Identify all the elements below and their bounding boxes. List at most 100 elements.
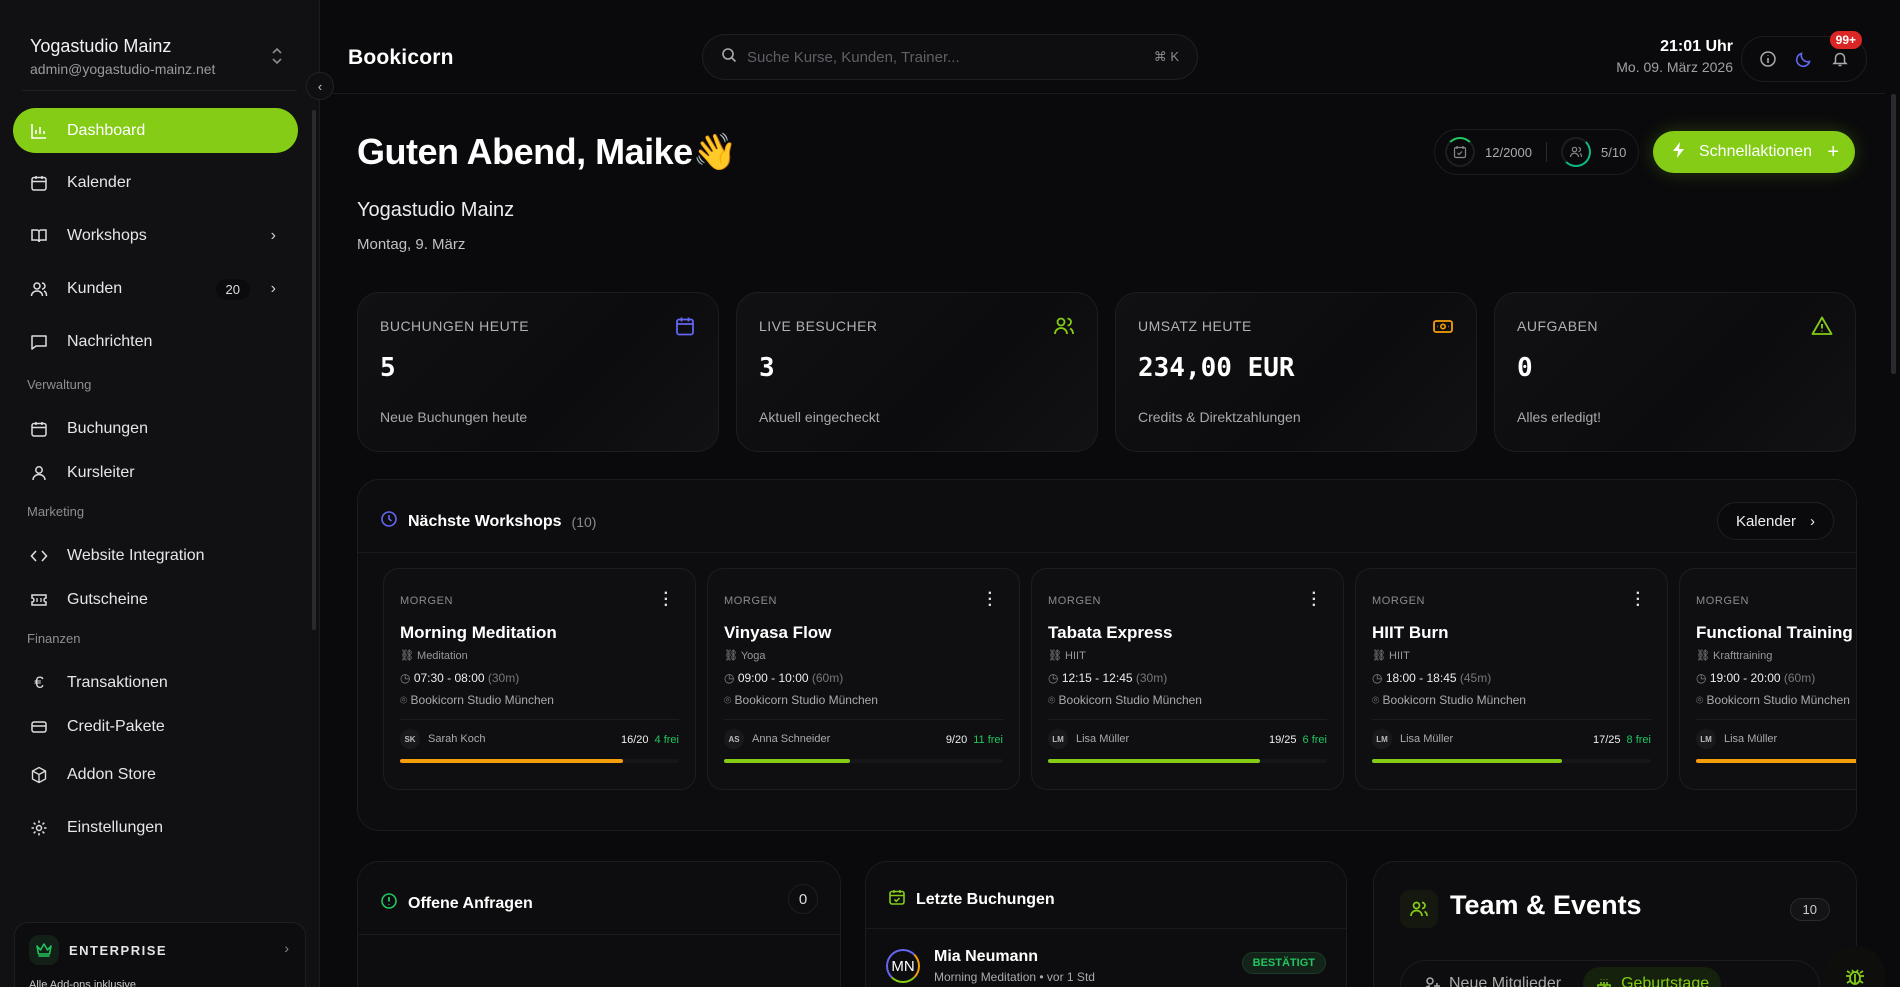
sidebar-item-einstellungen[interactable]: Einstellungen xyxy=(13,805,298,851)
section-finanzen: Finanzen xyxy=(27,631,81,646)
page-title: Guten Abend, Maike👋 xyxy=(357,131,738,173)
tab-neue-mitglieder[interactable]: Neue Mitglieder xyxy=(1411,967,1573,987)
workshop-time: ◷ 12:15 - 12:45 (30m) xyxy=(1048,671,1168,685)
more-options-icon[interactable]: · · · xyxy=(663,585,669,614)
sidebar-item-label: Kunden xyxy=(67,280,123,297)
wave-emoji: 👋 xyxy=(692,131,738,172)
sidebar-item-nachrichten[interactable]: Nachrichten xyxy=(13,319,298,365)
workshop-card[interactable]: MORGEN · · · Tabata Express ⛓ HIIT ◷ 12:15… xyxy=(1031,568,1344,790)
clock-icon xyxy=(380,510,398,533)
lightning-icon xyxy=(1671,141,1687,164)
request-count-badge: 0 xyxy=(788,884,818,914)
bell-icon[interactable] xyxy=(1831,50,1849,68)
sidebar-scrollbar[interactable] xyxy=(312,110,316,630)
enterprise-plan-card[interactable]: ENTERPRISE › Alle Add-ons inklusive xyxy=(14,922,306,987)
stats-row: BUCHUNGEN HEUTE 5 Neue Buchungen heute L… xyxy=(357,292,1857,452)
sidebar-item-credit-pakete[interactable]: Credit-Pakete xyxy=(13,708,298,746)
collapse-sidebar-button[interactable]: ‹ xyxy=(306,72,334,100)
panel-title: Nächste Workshops xyxy=(408,512,562,530)
sidebar-item-label: Credit-Pakete xyxy=(67,718,165,735)
main-scrollbar[interactable] xyxy=(1891,94,1896,374)
workshop-name: Vinyasa Flow xyxy=(724,623,832,642)
calendar-link-button[interactable]: Kalender › xyxy=(1716,502,1834,540)
current-time: 21:01 Uhr xyxy=(1660,38,1733,55)
plan-label: ENTERPRISE xyxy=(69,943,168,958)
search-input[interactable] xyxy=(747,48,1127,66)
tag-icon: ⛓ xyxy=(724,650,741,662)
event-count-badge: 10 xyxy=(1789,898,1830,921)
sidebar-item-gutscheine[interactable]: Gutscheine xyxy=(13,581,298,619)
alert-circle-icon xyxy=(380,892,398,915)
info-icon[interactable] xyxy=(1759,50,1777,68)
calendar-icon xyxy=(674,315,696,342)
package-icon xyxy=(29,765,49,785)
logo[interactable]: Bookicorn xyxy=(348,46,454,70)
moon-icon[interactable] xyxy=(1795,50,1813,68)
panel-title: Offene Anfragen xyxy=(408,894,533,912)
more-options-icon[interactable]: · · · xyxy=(987,585,993,614)
tab-label: Neue Mitglieder xyxy=(1449,975,1562,987)
gear-icon xyxy=(29,818,49,838)
main-area: Bookicorn ⌘ K 21:01 Uhr Mo. 09. März 202… xyxy=(320,0,1900,987)
stat-card-revenue[interactable]: UMSATZ HEUTE 234,00 EUR Credits & Direkt… xyxy=(1115,292,1477,452)
panel-header: Offene Anfragen xyxy=(380,892,533,915)
chevron-up-down-icon[interactable] xyxy=(270,46,284,66)
chevron-right-icon: › xyxy=(270,227,276,244)
workshop-category: ⛓ Meditation xyxy=(400,650,468,662)
notification-badge: 99+ xyxy=(1829,31,1862,49)
booking-list-item[interactable]: MN Mia Neumann Morning Meditation • vor … xyxy=(886,948,1326,984)
sidebar-item-addon-store[interactable]: Addon Store xyxy=(13,752,298,798)
stat-card-tasks[interactable]: AUFGABEN 0 Alles erledigt! xyxy=(1494,292,1856,452)
stat-subtitle: Aktuell eingecheckt xyxy=(759,409,880,425)
customer-name: Mia Neumann xyxy=(934,948,1039,965)
workshop-carousel[interactable]: MORGEN · · · Morning Meditation ⛓ Meditati… xyxy=(383,568,1856,792)
usage-indicators: 12/2000 5/10 xyxy=(1434,129,1639,175)
avatar: AS xyxy=(724,729,744,749)
workshop-card[interactable]: MORGEN · · · HIIT Burn ⛓ HIIT ◷ 18:00 - 18… xyxy=(1355,568,1668,790)
org-switcher[interactable]: Yogastudio Mainz admin@yogastudio-mainz.… xyxy=(30,36,290,77)
stat-card-live-visitors[interactable]: LIVE BESUCHER 3 Aktuell eingecheckt xyxy=(736,292,1098,452)
tag-icon: ⛓ xyxy=(1048,650,1066,662)
stat-label: AUFGABEN xyxy=(1517,318,1599,334)
sidebar-item-workshops[interactable]: Workshops › xyxy=(13,213,298,259)
map-pin-icon: ⌾ xyxy=(1048,693,1059,707)
workshop-day: MORGEN xyxy=(1048,595,1102,607)
more-options-icon[interactable]: · · · xyxy=(1635,585,1641,614)
sidebar-item-kursleiter[interactable]: Kursleiter xyxy=(13,454,298,492)
stat-subtitle: Credits & Direktzahlungen xyxy=(1138,409,1301,425)
team-events-panel: Team & Events 10 Neue Mitglieder Geburts… xyxy=(1373,861,1857,987)
stat-card-bookings[interactable]: BUCHUNGEN HEUTE 5 Neue Buchungen heute xyxy=(357,292,719,452)
panel-header: Letzte Buchungen xyxy=(888,888,1055,911)
workshop-category: ⛓ HIIT xyxy=(1048,650,1086,662)
capacity-bar xyxy=(1048,759,1327,763)
workshop-name: Morning Meditation xyxy=(400,623,557,642)
sidebar-item-kalender[interactable]: Kalender xyxy=(13,160,298,206)
tab-geburtstage[interactable]: Geburtstage xyxy=(1583,967,1722,987)
sidebar-item-kunden[interactable]: Kunden 20 › xyxy=(13,266,298,312)
workshop-day: MORGEN xyxy=(1372,595,1426,607)
stat-value: 234,00 EUR xyxy=(1138,353,1295,383)
search-icon xyxy=(721,47,737,68)
divider xyxy=(1546,142,1547,162)
sidebar-item-buchungen[interactable]: Buchungen xyxy=(13,410,298,448)
quick-actions-button[interactable]: Schnellaktionen + xyxy=(1653,131,1855,173)
stat-value: 0 xyxy=(1517,353,1533,383)
sidebar-item-label: Buchungen xyxy=(67,420,148,437)
today-date: Montag, 9. März xyxy=(357,236,466,253)
divider xyxy=(724,719,1003,720)
workshop-card[interactable]: MORGEN Functional Training ⛓ Krafttraini… xyxy=(1679,568,1856,790)
workshop-card[interactable]: MORGEN · · · Morning Meditation ⛓ Meditati… xyxy=(383,568,696,790)
clock-icon: ◷ xyxy=(1372,671,1386,685)
workshop-location: ⌾ Bookicorn Studio München xyxy=(724,693,878,707)
sidebar-item-website-integration[interactable]: Website Integration xyxy=(13,537,298,575)
sidebar-item-transaktionen[interactable]: € Transaktionen xyxy=(13,664,298,702)
bug-report-button[interactable] xyxy=(1825,946,1885,987)
workshop-location: ⌾ Bookicorn Studio München xyxy=(1696,693,1850,707)
workshop-card[interactable]: MORGEN · · · Vinyasa Flow ⛓ Yoga ◷ 09:00 -… xyxy=(707,568,1020,790)
code-icon xyxy=(29,546,49,566)
search-bar[interactable]: ⌘ K xyxy=(702,34,1198,80)
sidebar-item-dashboard[interactable]: Dashboard xyxy=(13,108,298,153)
avatar: LM xyxy=(1696,729,1716,749)
booking-detail: Morning Meditation • vor 1 Std xyxy=(934,970,1095,984)
more-options-icon[interactable]: · · · xyxy=(1311,585,1317,614)
